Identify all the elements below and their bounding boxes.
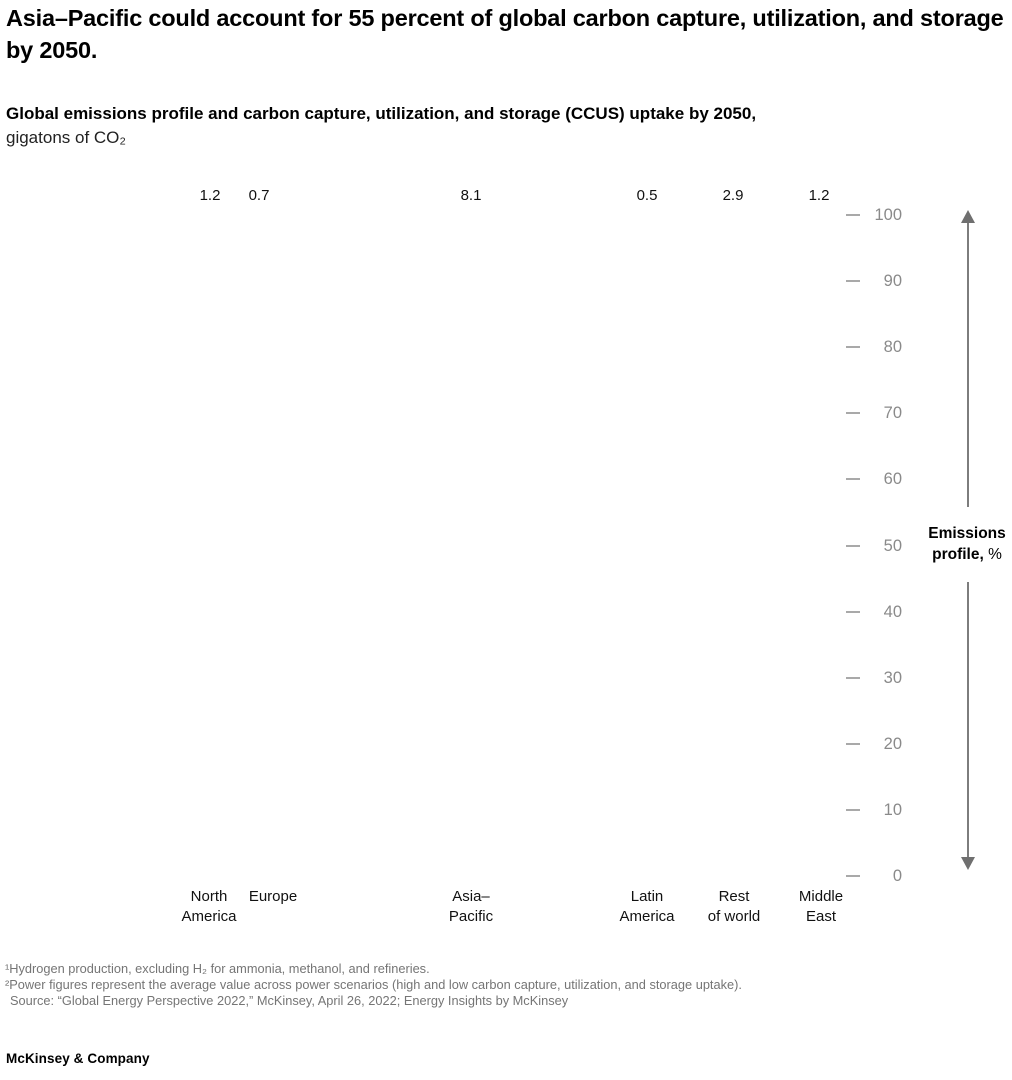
- tick-dash: [846, 808, 860, 811]
- y-axis-label-line2-bold: profile,: [932, 546, 984, 563]
- tick-label: 20: [883, 734, 902, 753]
- x-category-label: Latin America: [619, 888, 675, 925]
- tick-label: 60: [883, 470, 902, 489]
- tick-dash: [846, 346, 860, 349]
- axis-arrow-line-lower: [967, 582, 969, 859]
- bar-total-label: 2.9: [722, 187, 744, 204]
- y-axis-tick: 30: [846, 669, 904, 687]
- y-axis-tick: 50: [846, 537, 904, 555]
- tick-label: 70: [883, 404, 902, 423]
- exhibit-title: Asia–Pacific could account for 55 percen…: [6, 5, 1004, 63]
- tick-dash: [846, 412, 860, 415]
- y-axis-tick: 70: [846, 404, 904, 422]
- source-line: Source: “Global Energy Perspective 2022,…: [10, 993, 569, 1009]
- tick-dash: [846, 742, 860, 745]
- bar-total-label: 8.1: [460, 187, 482, 204]
- arrow-up-icon: [961, 210, 975, 223]
- y-axis-tick: 40: [846, 603, 904, 621]
- tick-label: 10: [883, 800, 902, 819]
- tick-label: 40: [883, 602, 902, 621]
- tick-dash: [846, 875, 860, 877]
- tick-dash: [846, 544, 860, 547]
- bar-total-label: 0.7: [248, 187, 270, 204]
- y-axis-tick: 100: [846, 206, 904, 224]
- tick-label: 80: [883, 338, 902, 357]
- chart-subtitle-bold: Global emissions profile and carbon capt…: [6, 104, 757, 123]
- y-axis-label-line1: Emissions: [928, 525, 1006, 542]
- x-category-label: Europe: [248, 888, 298, 905]
- tick-dash: [846, 676, 860, 679]
- bar-total-label: 0.5: [636, 187, 658, 204]
- plot-area: [150, 215, 850, 876]
- y-axis-label: Emissions profile, %: [903, 523, 1012, 565]
- tick-label: 0: [892, 867, 902, 885]
- axis-arrow-line-upper: [967, 221, 969, 507]
- tick-dash: [846, 478, 860, 481]
- tick-label: 30: [883, 668, 902, 687]
- tick-label: 90: [883, 272, 902, 291]
- y-axis-label-line2-unit: %: [983, 546, 1002, 563]
- y-axis-tick: 0: [846, 867, 904, 885]
- tick-dash: [846, 214, 860, 216]
- tick-label: 100: [874, 206, 902, 224]
- footnotes: ¹Hydrogen production, excluding H₂ for a…: [5, 961, 1005, 1010]
- y-axis-tick: 80: [846, 338, 904, 356]
- arrow-down-icon: [961, 857, 975, 870]
- bar-total-label: 1.2: [199, 187, 221, 204]
- y-axis-tick: 10: [846, 801, 904, 819]
- mckinsey-company-wordmark: McKinsey & Company: [6, 1051, 150, 1066]
- tick-dash: [846, 280, 860, 283]
- y-axis-tick: 60: [846, 470, 904, 488]
- footnote-line: ¹Hydrogen production, excluding H₂ for a…: [5, 961, 430, 976]
- tick-dash: [846, 610, 860, 613]
- chart-subtitle-units: gigatons of CO₂: [6, 128, 126, 147]
- tick-label: 50: [883, 536, 902, 555]
- y-axis-tick: 20: [846, 735, 904, 753]
- x-category-label: North America: [181, 888, 237, 925]
- x-category-label: Rest of world: [707, 888, 761, 925]
- y-axis-tick: 90: [846, 272, 904, 290]
- footnote-line: ²Power figures represent the average val…: [5, 977, 742, 993]
- x-category-label: Middle East: [798, 888, 844, 925]
- bar-total-label: 1.2: [808, 187, 830, 204]
- x-category-label: Asia– Pacific: [448, 888, 494, 925]
